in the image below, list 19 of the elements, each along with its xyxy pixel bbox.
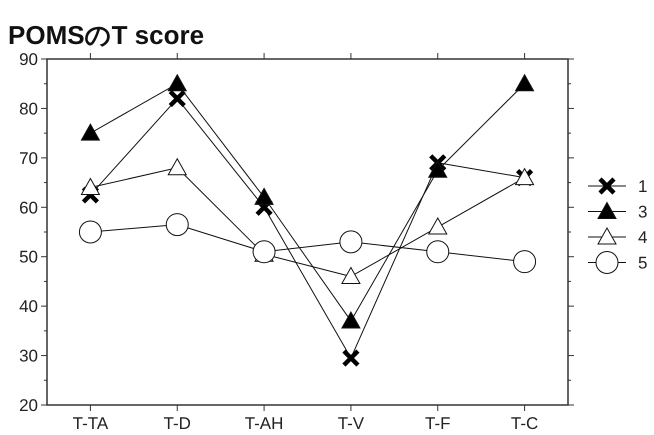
legend-label: 3 [638, 202, 648, 222]
y-tick-label: 20 [19, 396, 38, 415]
x-tick-label: T-AH [244, 414, 284, 433]
x-tick-label: T-D [164, 414, 191, 433]
x-tick-label: T-TA [72, 414, 109, 433]
x-tick-label: T-C [510, 414, 538, 433]
y-tick-label: 70 [19, 148, 38, 168]
y-tick-label: 30 [19, 346, 38, 366]
y-tick-label: 50 [19, 248, 38, 267]
chart-title: POMSのT score [8, 20, 204, 50]
x-tick-label: T-V [338, 414, 365, 433]
y-tick-label: 40 [19, 297, 38, 316]
x-tick-label: T-F [425, 414, 450, 433]
y-tick-label: 90 [19, 50, 38, 69]
legend-label: 1 [638, 177, 648, 196]
legend-label: 5 [638, 254, 648, 272]
y-tick-label: 80 [19, 99, 38, 118]
legend-label: 4 [638, 228, 648, 247]
y-tick-label: 60 [19, 198, 38, 218]
